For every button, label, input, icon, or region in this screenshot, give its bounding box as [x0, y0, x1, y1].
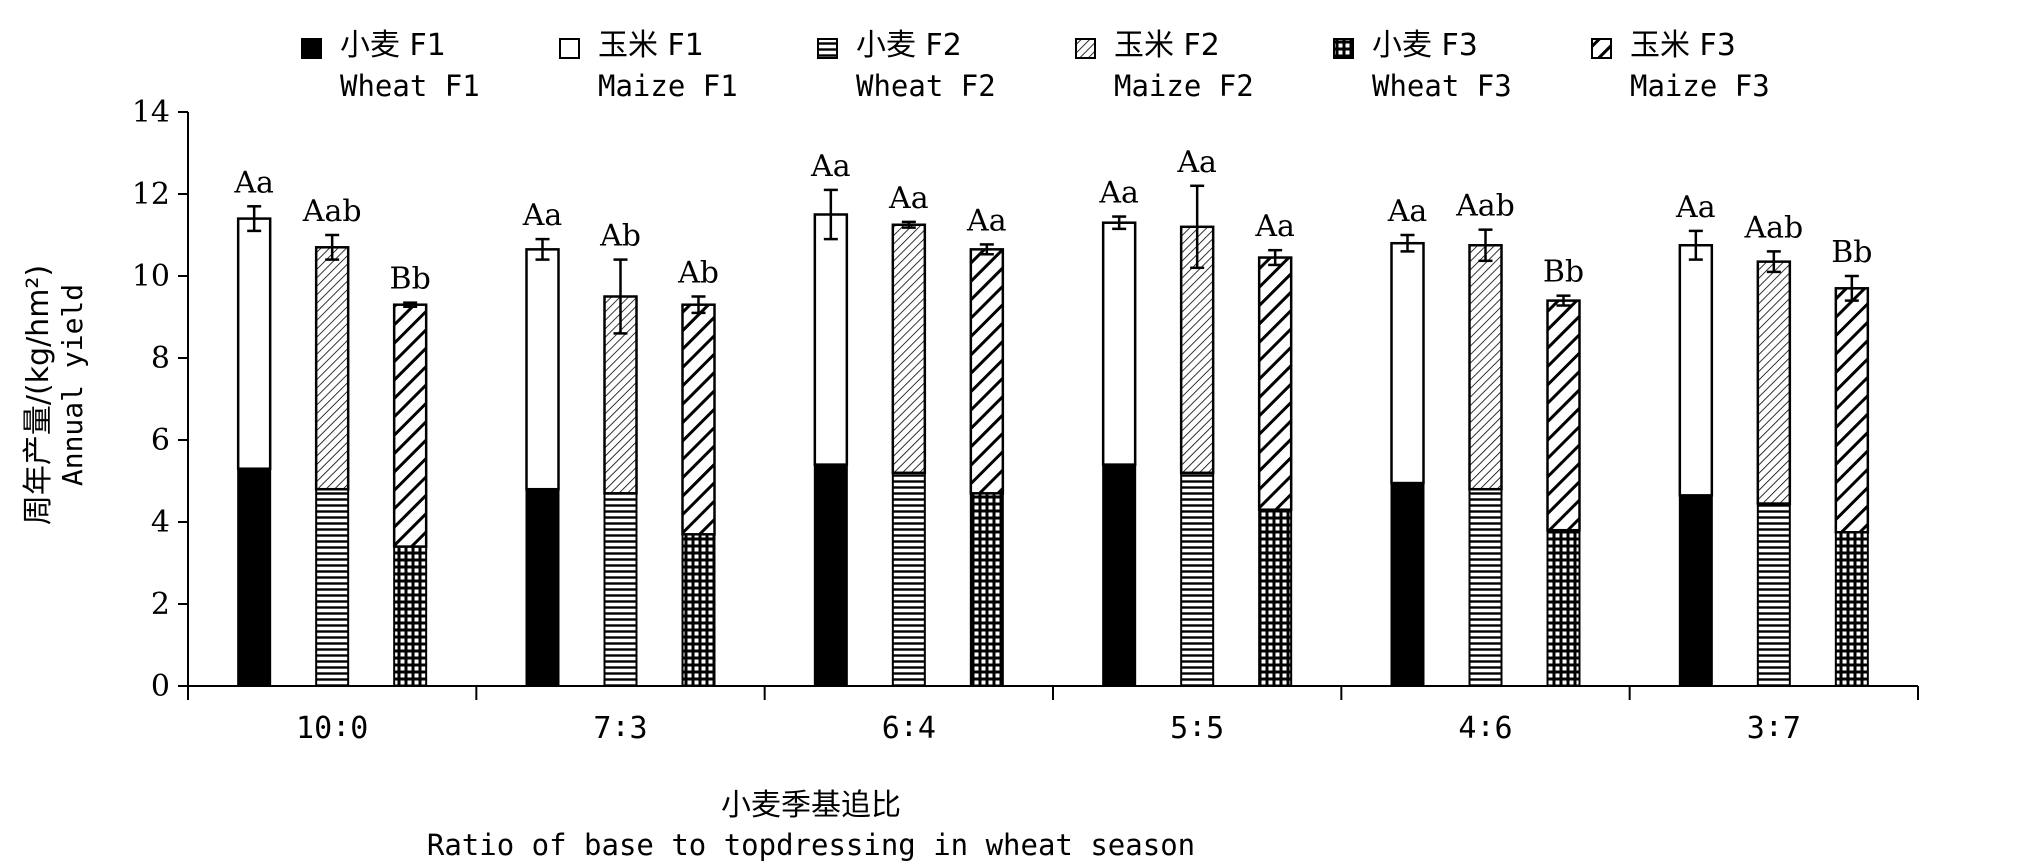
significance-label: Aa [1176, 145, 1217, 180]
significance-label: Aa [888, 181, 929, 216]
x-tick-label: 7∶3 [593, 711, 647, 746]
bar-wheat-f1 [1678, 494, 1713, 687]
bar-wheat-f2 [315, 488, 350, 688]
bar-maize-f2 [314, 246, 350, 491]
significance-labels: Aa Aab Bb Aa Ab Ab Aa Aa Aa Aa Aa Aa Aa Aab Bb Aa Aab Bb [233, 145, 1872, 297]
bar-maize-f1 [525, 248, 560, 491]
legend-swatch-white [559, 38, 580, 59]
bar-wheat-f3 [969, 492, 1004, 687]
y-tick-label: 10 [132, 259, 170, 294]
y-tick-label: 8 [151, 341, 170, 376]
bar-maize-f3 [969, 248, 1005, 495]
bar-wheat-f3 [1834, 531, 1869, 687]
bar-wheat-f2 [603, 492, 638, 687]
legend-label-en: Maize F1 [598, 69, 738, 103]
bars [236, 213, 1870, 688]
legend-label-en: Wheat F2 [856, 69, 996, 103]
bar-wheat-f2 [1468, 488, 1503, 688]
bar-maize-f1 [813, 213, 849, 466]
bar-maize-f2 [1756, 260, 1792, 505]
significance-label: Aa [810, 149, 851, 184]
significance-label: Ab [677, 256, 719, 291]
x-tick-label: 3∶7 [1747, 711, 1801, 746]
significance-label: Aa [233, 165, 274, 200]
bar-wheat-f3 [393, 545, 428, 687]
bar-maize-f1 [236, 217, 272, 470]
legend: 小麦 F1 Wheat F1 玉米 F1 Maize F1 小麦 F2 Wheat F2 玉… [301, 28, 1770, 103]
legend-label-cn: 小麦 F1 [340, 28, 446, 63]
significance-label: Aa [1675, 190, 1716, 225]
bar-wheat-f2 [1180, 471, 1215, 687]
bar-wheat-f1 [813, 463, 848, 687]
bar-wheat-f1 [1390, 482, 1425, 687]
bar-wheat-f3 [681, 533, 716, 687]
legend-label-cn: 小麦 F2 [856, 28, 962, 63]
y-tick-label: 2 [151, 587, 170, 622]
axes: 0 2 4 6 8 10 12 14 10∶0 7∶3 6∶4 5∶5 4∶6 3∶7 [132, 95, 1919, 746]
significance-label: Bb [1543, 255, 1584, 290]
legend-label-en: Maize F3 [1630, 69, 1770, 103]
legend-swatch-wide-diagonal [1591, 38, 1612, 59]
bar-wheat-f2 [1756, 502, 1791, 687]
legend-label-cn: 玉米 F2 [1114, 28, 1220, 63]
bar-wheat-f1 [237, 467, 272, 688]
x-tick-label: 5∶5 [1170, 711, 1224, 746]
bar-maize-f2 [1468, 244, 1503, 491]
significance-label: Bb [1831, 235, 1872, 270]
legend-swatch-horizontal-lines [817, 38, 838, 59]
bar-wheat-f1 [525, 488, 560, 688]
y-tick-label: 0 [151, 669, 170, 704]
legend-label-en: Wheat F3 [1372, 69, 1512, 103]
legend-swatch-solid-black [301, 38, 322, 59]
legend-label-cn: 玉米 F3 [1630, 28, 1736, 63]
bar-maize-f1 [1390, 241, 1425, 485]
significance-label: Ab [599, 219, 641, 254]
y-tick-label: 4 [151, 505, 170, 540]
error-bars [247, 184, 1859, 335]
x-axis-title-en: Ratio of base to topdressing in wheat se… [427, 828, 1195, 862]
x-tick-label: 6∶4 [882, 711, 936, 746]
bar-maize-f3 [1834, 287, 1870, 534]
x-tick-label: 4∶6 [1458, 711, 1512, 746]
bar-wheat-f2 [891, 471, 926, 687]
legend-label-cn: 玉米 F1 [598, 28, 704, 63]
significance-label: Aab [1743, 210, 1803, 245]
legend-label-cn: 小麦 F3 [1372, 28, 1478, 63]
significance-label: Aab [1455, 189, 1515, 224]
y-axis-title-en: Annual yield [56, 284, 89, 486]
bar-maize-f1 [1678, 244, 1714, 497]
significance-label: Aa [1254, 209, 1295, 244]
significance-label: Aa [522, 198, 563, 233]
y-tick-label: 12 [132, 177, 170, 212]
significance-label: Bb [390, 262, 431, 297]
legend-swatch-dots [1333, 38, 1354, 59]
legend-label-en: Wheat F1 [340, 69, 480, 103]
significance-label: Aab [302, 194, 362, 229]
significance-label: Aa [1098, 176, 1139, 211]
bar-maize-f3 [392, 303, 428, 548]
x-axis-title-cn: 小麦季基追比 [721, 788, 901, 823]
x-tick-label: 10∶0 [296, 711, 368, 746]
bar-maize-f2 [891, 223, 927, 475]
legend-swatch-fine-diagonal [1075, 38, 1096, 59]
legend-label-en: Maize F2 [1114, 69, 1254, 103]
y-tick-label: 14 [132, 95, 170, 130]
significance-label: Aa [966, 203, 1007, 238]
bar-wheat-f3 [1258, 508, 1293, 688]
y-axis-title: 周年产量/(kg/hm²) Annual yield [21, 265, 89, 525]
bar-maize-f1 [1101, 221, 1137, 466]
y-tick-label: 6 [151, 423, 170, 458]
bar-wheat-f1 [1102, 463, 1137, 687]
y-axis-title-cn: 周年产量/(kg/hm²) [21, 265, 56, 525]
bar-wheat-f3 [1546, 529, 1581, 688]
bar-maize-f3 [1546, 299, 1581, 532]
bar-maize-f2 [1179, 225, 1215, 475]
significance-label: Aa [1387, 194, 1428, 229]
bar-maize-f3 [1257, 256, 1293, 511]
bar-maize-f3 [681, 303, 716, 536]
